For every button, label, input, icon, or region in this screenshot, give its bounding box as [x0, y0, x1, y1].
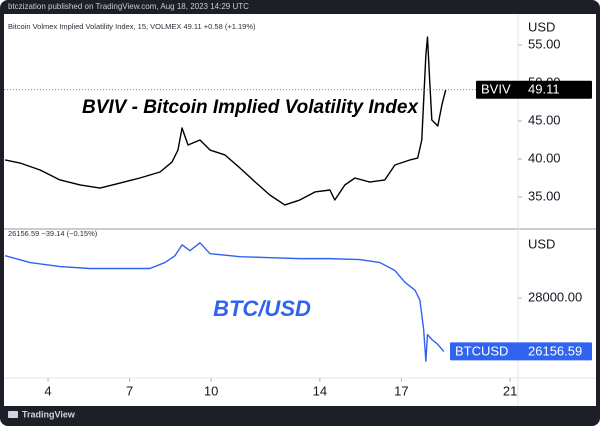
y-tick-label: 28000.00: [528, 290, 582, 305]
series-name: BTCUSD: [455, 343, 508, 358]
price-label-box: [476, 80, 592, 99]
y-tick-label: 40.00: [528, 150, 561, 165]
price-line: [4, 242, 445, 362]
x-tick-label: 7: [126, 383, 133, 398]
legend: 26156.59 −39.14 (−0.15%): [8, 229, 98, 238]
price-line: [4, 36, 447, 206]
logo-text: TradingView: [22, 409, 76, 419]
currency-label: USD: [528, 236, 555, 251]
y-tick-label: 35.00: [528, 188, 561, 203]
last-value-label: 49.11: [528, 82, 560, 97]
x-tick-label: 10: [204, 383, 218, 398]
x-tick-label: 4: [44, 383, 51, 398]
y-tick-label: 55.00: [528, 36, 561, 51]
x-tick-label: 14: [313, 383, 327, 398]
price-label-box: [450, 342, 592, 361]
currency-label: USD: [528, 19, 555, 34]
series-name: BVIV: [481, 82, 511, 97]
x-tick-label: 21: [503, 383, 517, 398]
legend: Bitcoin Volmex Implied Volatility Index,…: [8, 22, 256, 31]
last-value-label: 26156.59: [528, 343, 582, 358]
annotation: BVIV - Bitcoin Implied Volatility Index: [82, 97, 419, 118]
chart-area: [4, 14, 596, 406]
annotation: BTC/USD: [213, 296, 311, 321]
y-tick-label: 45.00: [528, 112, 561, 127]
pane: 28000.00 USD 4 7 10 14 17 21 26156.59 −39.14 (−0…: [4, 229, 592, 398]
x-tick-label: 17: [394, 383, 408, 398]
publish-header: btczization published on TradingView.com…: [8, 2, 249, 11]
logo: TradingView: [8, 409, 76, 419]
logo-mark: [8, 411, 18, 418]
